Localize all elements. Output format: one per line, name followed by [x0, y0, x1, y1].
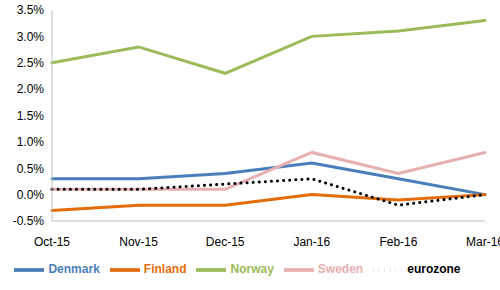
html-text:Finland: Finland — [143, 262, 187, 277]
html-text:Sweden: Sweden — [317, 262, 364, 277]
svg-text:3.0%: 3.0% — [17, 30, 45, 44]
svg-text:Feb-16: Feb-16 — [379, 235, 417, 249]
svg-text:Nov-15: Nov-15 — [119, 235, 158, 249]
svg-text:Mar-16: Mar-16 — [466, 235, 492, 249]
svg-text:-0.5%: -0.5% — [13, 214, 45, 228]
svg-text:Jan-16: Jan-16 — [293, 235, 330, 249]
svg-text:1.0%: 1.0% — [17, 135, 45, 149]
svg-text:2.0%: 2.0% — [17, 82, 45, 96]
svg-text:Dec-15: Dec-15 — [206, 235, 245, 249]
html-text:Denmark: Denmark — [48, 262, 100, 277]
html-text:eurozone: eurozone — [407, 262, 461, 277]
svg-text:0.0%: 0.0% — [17, 188, 45, 202]
svg-text:1.5%: 1.5% — [17, 109, 45, 123]
svg-text:0.5%: 0.5% — [17, 162, 45, 176]
svg-text:3.5%: 3.5% — [17, 3, 45, 17]
html-text:Norway: Norway — [230, 262, 274, 277]
svg-text:2.5%: 2.5% — [17, 56, 45, 70]
svg-text:Oct-15: Oct-15 — [34, 235, 70, 249]
